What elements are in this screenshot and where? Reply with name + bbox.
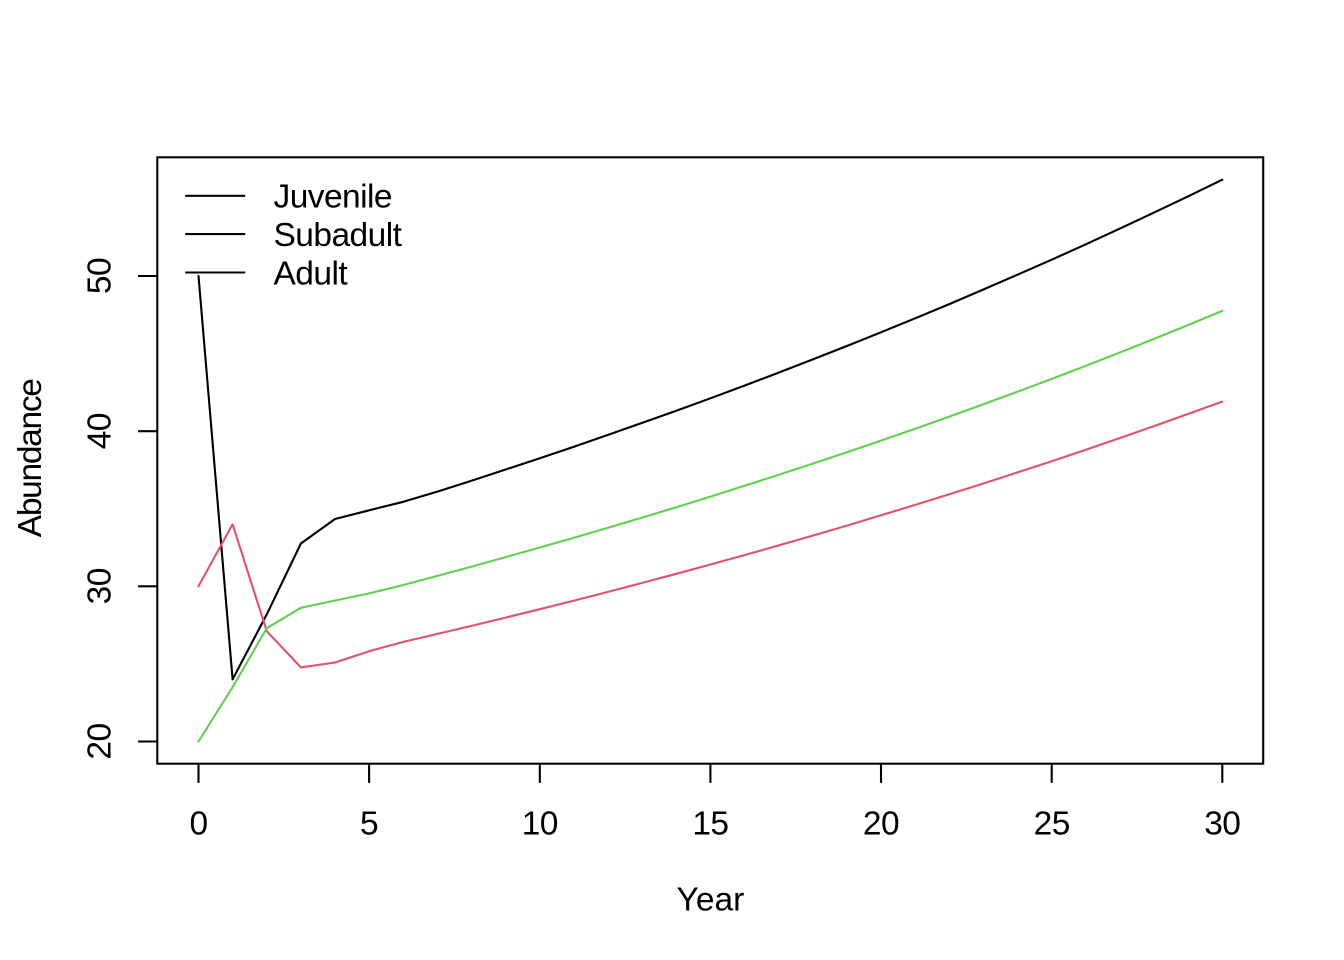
svg-text:Abundance: Abundance xyxy=(12,379,49,537)
svg-text:Adult: Adult xyxy=(274,255,349,292)
svg-text:20: 20 xyxy=(81,723,118,759)
svg-text:30: 30 xyxy=(1204,805,1240,842)
svg-text:50: 50 xyxy=(81,258,118,294)
svg-text:30: 30 xyxy=(81,568,118,604)
svg-text:15: 15 xyxy=(692,805,728,842)
svg-text:10: 10 xyxy=(522,805,558,842)
svg-text:40: 40 xyxy=(81,413,118,449)
svg-text:5: 5 xyxy=(360,805,378,842)
svg-text:Subadult: Subadult xyxy=(274,217,403,254)
svg-text:Year: Year xyxy=(677,882,745,919)
svg-text:25: 25 xyxy=(1034,805,1070,842)
svg-text:Juvenile: Juvenile xyxy=(274,179,393,216)
svg-text:20: 20 xyxy=(863,805,899,842)
svg-text:0: 0 xyxy=(189,805,207,842)
